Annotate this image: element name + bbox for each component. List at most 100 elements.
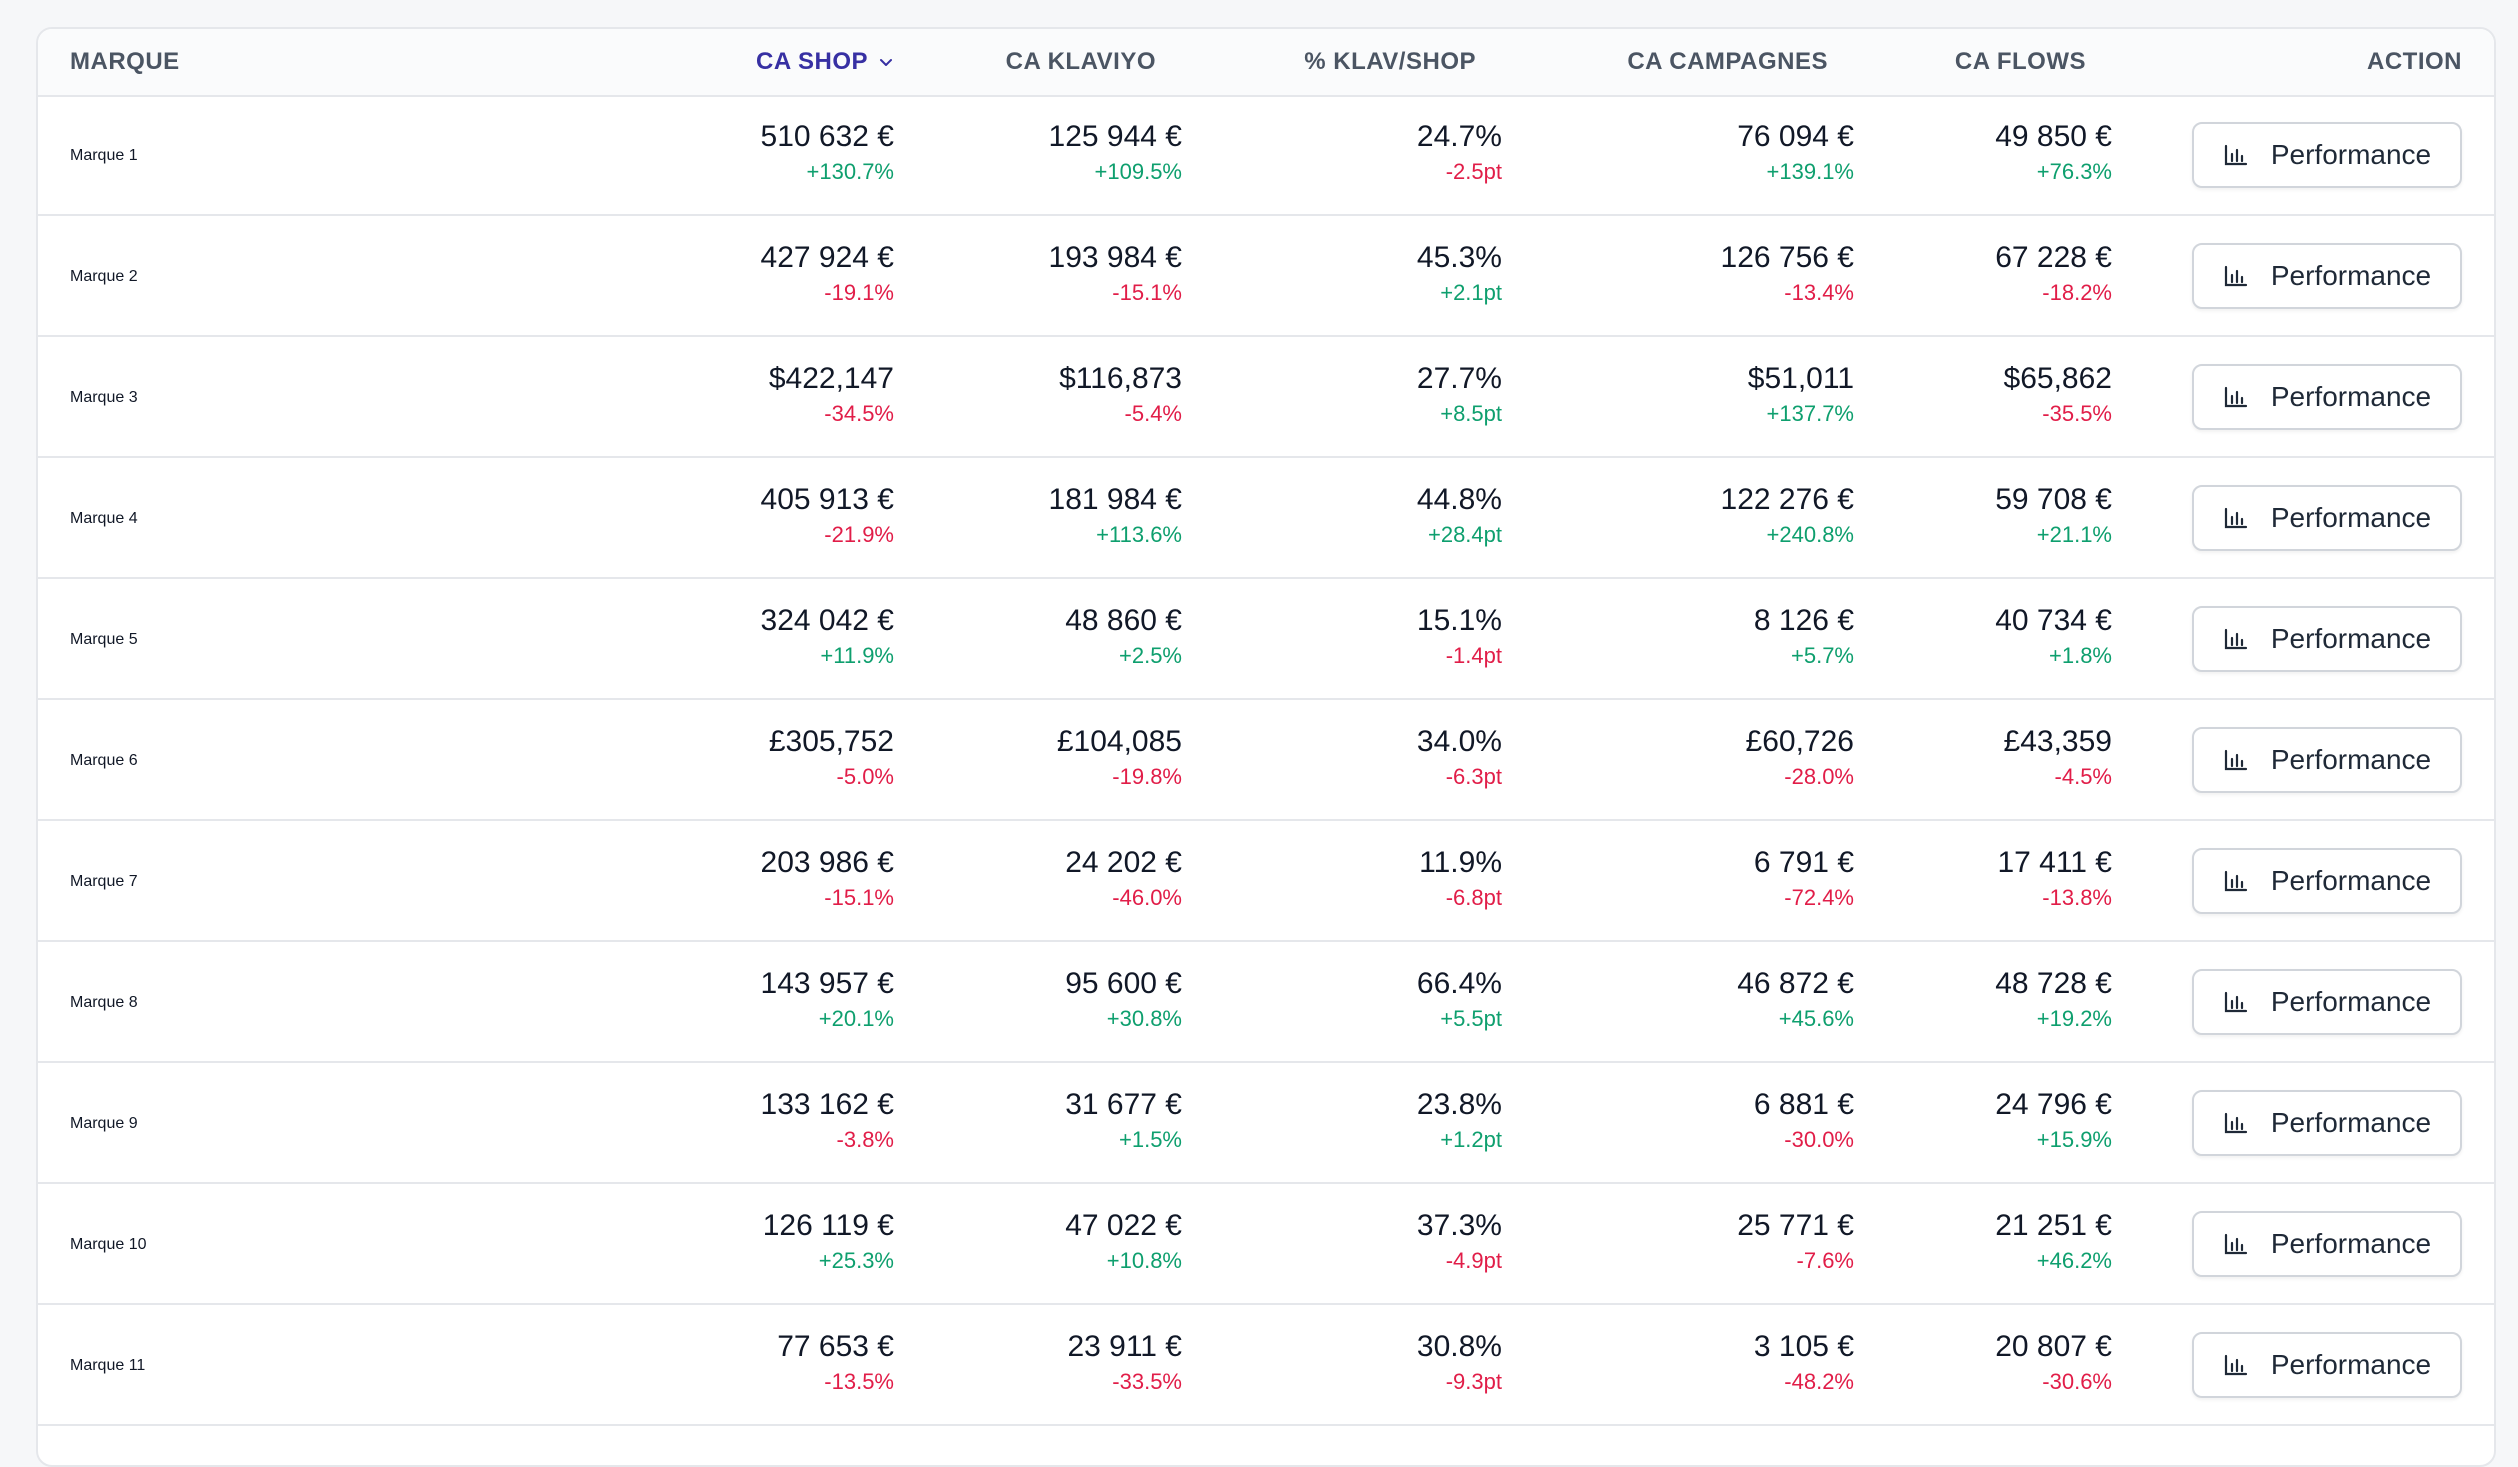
ca-flows-delta: -18.2% bbox=[2042, 280, 2112, 305]
ca-klaviyo-cell: 181 984 € +113.6% bbox=[1049, 482, 1182, 550]
brand-name: Marque 3 bbox=[70, 389, 138, 406]
ca-flows-value: 17 411 € bbox=[1997, 846, 2112, 879]
ca-shop-cell: 77 653 € -13.5% bbox=[777, 1329, 894, 1397]
ca-flows-value: 59 708 € bbox=[1995, 483, 2112, 516]
table-row: Marque 4 405 913 € -21.9% 181 984 € +113… bbox=[38, 458, 2494, 579]
header-ca-shop-label: CA Shop bbox=[756, 48, 868, 75]
ca-shop-cell: 510 632 € +130.7% bbox=[761, 119, 894, 187]
ca-flows-value: 49 850 € bbox=[1995, 120, 2112, 153]
header-ca-flows[interactable]: CA Flows bbox=[1954, 48, 2086, 75]
ca-campagnes-value: 6 881 € bbox=[1753, 1088, 1854, 1121]
ca-campagnes-cell: 46 872 € +45.6% bbox=[1737, 966, 1854, 1034]
pct-klav-shop-cell: 15.1% -1.4pt bbox=[1417, 603, 1502, 671]
ca-shop-cell: 324 042 € +11.9% bbox=[761, 603, 894, 671]
performance-button[interactable]: Performance bbox=[2192, 606, 2462, 672]
ca-klaviyo-cell: 31 677 € +1.5% bbox=[1065, 1087, 1182, 1155]
performance-button-label: Performance bbox=[2270, 865, 2432, 896]
ca-shop-cell: £305,752 -5.0% bbox=[769, 724, 894, 792]
ca-flows-delta: +19.2% bbox=[2036, 1006, 2112, 1031]
bar-chart-icon bbox=[2223, 748, 2249, 772]
ca-klaviyo-cell: $116,873 -5.4% bbox=[1059, 361, 1182, 429]
performance-button-label: Performance bbox=[2270, 1228, 2432, 1259]
ca-klaviyo-delta: +109.5% bbox=[1094, 159, 1182, 184]
performance-button[interactable]: Performance bbox=[2192, 485, 2462, 551]
bar-chart-icon bbox=[2223, 385, 2249, 409]
header-pct-klav-shop[interactable]: % Klav/Shop bbox=[1304, 48, 1476, 75]
bar-chart-icon bbox=[2223, 1232, 2249, 1256]
pct-klav-shop-value: 11.9% bbox=[1419, 846, 1502, 879]
pct-klav-shop-cell: 34.0% -6.3pt bbox=[1417, 724, 1502, 792]
ca-shop-delta: -3.8% bbox=[836, 1127, 894, 1152]
performance-button-label: Performance bbox=[2270, 139, 2432, 170]
ca-campagnes-delta: -28.0% bbox=[1784, 764, 1854, 789]
performance-button[interactable]: Performance bbox=[2192, 1332, 2462, 1398]
bar-chart-icon bbox=[2223, 143, 2249, 167]
table-row: Marque 10 126 119 € +25.3% 47 022 € +10.… bbox=[38, 1184, 2494, 1305]
bar-chart-icon bbox=[2223, 1111, 2249, 1135]
ca-shop-value: £305,752 bbox=[768, 725, 894, 758]
ca-campagnes-delta: -7.6% bbox=[1796, 1248, 1854, 1273]
ca-flows-value: 67 228 € bbox=[1995, 241, 2112, 274]
pct-klav-shop-value: 37.3% bbox=[1416, 1209, 1502, 1242]
ca-campagnes-delta: +45.6% bbox=[1778, 1006, 1854, 1031]
table-row: Marque 9 133 162 € -3.8% 31 677 € +1.5% … bbox=[38, 1063, 2494, 1184]
ca-shop-delta: -34.5% bbox=[824, 401, 894, 426]
performance-button[interactable]: Performance bbox=[2192, 727, 2462, 793]
ca-klaviyo-delta: -5.4% bbox=[1124, 401, 1182, 426]
performance-button-label: Performance bbox=[2270, 260, 2432, 291]
header-ca-campagnes[interactable]: CA Campagnes bbox=[1627, 48, 1828, 75]
ca-flows-cell: 49 850 € +76.3% bbox=[1995, 119, 2112, 187]
ca-flows-cell: 20 807 € -30.6% bbox=[1995, 1329, 2112, 1397]
ca-campagnes-delta: +137.7% bbox=[1766, 401, 1854, 426]
ca-shop-value: $422,147 bbox=[768, 362, 894, 395]
ca-shop-value: 324 042 € bbox=[760, 604, 894, 637]
header-marque[interactable]: Marque bbox=[70, 48, 180, 75]
performance-button[interactable]: Performance bbox=[2192, 969, 2462, 1035]
performance-button[interactable]: Performance bbox=[2192, 1211, 2462, 1277]
ca-flows-delta: +76.3% bbox=[2036, 159, 2112, 184]
ca-klaviyo-cell: 23 911 € -33.5% bbox=[1067, 1329, 1182, 1397]
table-row: Marque 1 510 632 € +130.7% 125 944 € +10… bbox=[38, 95, 2494, 216]
table-row: Marque 7 203 986 € -15.1% 24 202 € -46.0… bbox=[38, 821, 2494, 942]
ca-klaviyo-value: 23 911 € bbox=[1067, 1330, 1182, 1363]
ca-klaviyo-cell: 193 984 € -15.1% bbox=[1049, 240, 1182, 308]
ca-klaviyo-value: 48 860 € bbox=[1065, 604, 1182, 637]
ca-klaviyo-delta: +113.6% bbox=[1096, 522, 1182, 547]
bar-chart-icon bbox=[2223, 1353, 2249, 1377]
ca-klaviyo-value: 181 984 € bbox=[1048, 483, 1182, 516]
ca-flows-value: £43,359 bbox=[2003, 725, 2112, 758]
ca-flows-delta: -4.5% bbox=[2054, 764, 2112, 789]
ca-campagnes-delta: -72.4% bbox=[1784, 885, 1854, 910]
performance-button[interactable]: Performance bbox=[2192, 364, 2462, 430]
ca-shop-delta: -21.9% bbox=[824, 522, 894, 547]
pct-klav-shop-delta: -4.9pt bbox=[1445, 1248, 1502, 1273]
performance-button-label: Performance bbox=[2270, 986, 2432, 1017]
table-row: Marque 8 143 957 € +20.1% 95 600 € +30.8… bbox=[38, 942, 2494, 1063]
ca-flows-value: 24 796 € bbox=[1995, 1088, 2112, 1121]
ca-campagnes-value: 3 105 € bbox=[1753, 1330, 1854, 1363]
pct-klav-shop-cell: 30.8% -9.3pt bbox=[1417, 1329, 1502, 1397]
ca-campagnes-cell: 8 126 € +5.7% bbox=[1754, 603, 1854, 671]
performance-button-label: Performance bbox=[2270, 1107, 2432, 1138]
pct-klav-shop-value: 27.7% bbox=[1416, 362, 1502, 395]
performance-button[interactable]: Performance bbox=[2192, 1090, 2462, 1156]
ca-campagnes-delta: +240.8% bbox=[1766, 522, 1854, 547]
ca-shop-cell: 427 924 € -19.1% bbox=[761, 240, 894, 308]
performance-button-label: Performance bbox=[2270, 381, 2432, 412]
table-header: Marque CA Shop CA Klaviyo % Klav/Shop CA… bbox=[38, 29, 2494, 97]
performance-button[interactable]: Performance bbox=[2192, 122, 2462, 188]
pct-klav-shop-value: 30.8% bbox=[1416, 1330, 1502, 1363]
ca-flows-delta: +46.2% bbox=[2036, 1248, 2112, 1273]
table-row: Marque 3 $422,147 -34.5% $116,873 -5.4% … bbox=[38, 337, 2494, 458]
ca-flows-cell: 48 728 € +19.2% bbox=[1995, 966, 2112, 1034]
ca-shop-cell: 203 986 € -15.1% bbox=[761, 845, 894, 913]
ca-klaviyo-cell: 47 022 € +10.8% bbox=[1065, 1208, 1182, 1276]
header-ca-shop[interactable]: CA Shop bbox=[756, 29, 894, 95]
ca-shop-value: 510 632 € bbox=[760, 120, 894, 153]
performance-button[interactable]: Performance bbox=[2192, 243, 2462, 309]
ca-klaviyo-delta: -46.0% bbox=[1112, 885, 1182, 910]
ca-klaviyo-delta: -15.1% bbox=[1112, 280, 1182, 305]
ca-klaviyo-delta: +1.5% bbox=[1119, 1127, 1182, 1152]
performance-button[interactable]: Performance bbox=[2192, 848, 2462, 914]
header-ca-klaviyo[interactable]: CA Klaviyo bbox=[1005, 48, 1156, 75]
